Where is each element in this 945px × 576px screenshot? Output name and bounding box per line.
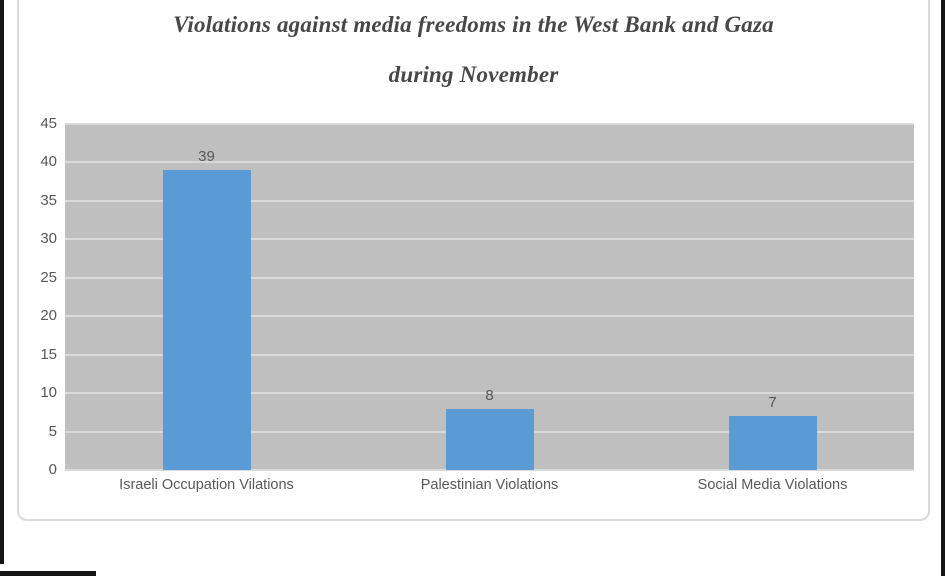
gridline-15 [65,353,914,356]
y-tick-label-5: 5 [48,422,57,440]
chart-title-line-1: Violations against media freedoms in the… [173,12,774,37]
gridline-30 [65,238,914,241]
y-tick-label-40: 40 [40,153,57,171]
gridline-40 [65,161,914,164]
bar-value-label-1: 8 [485,386,494,404]
plot-area: 39 8 7 [65,123,914,471]
page-edge-bottom [0,571,96,576]
bar-value-label-2: 7 [768,394,777,412]
category-label-0: Israeli Occupation Vilations [119,477,294,493]
y-tick-label-25: 25 [40,268,57,286]
chart-frame: Violations against media freedoms in the… [17,0,930,521]
bar-slot-1: 8 [348,124,631,470]
y-tick-label-45: 45 [40,115,57,132]
gridline-10 [65,392,914,395]
y-tick-label-20: 20 [40,307,57,325]
category-label-1: Palestinian Violations [420,477,559,493]
x-axis-category-labels: Israeli Occupation Vilations Palestinian … [65,476,914,494]
gridline-25 [65,276,914,279]
bar-value-label-0: 39 [198,148,215,166]
y-tick-label-30: 30 [40,230,57,248]
y-tick-label-10: 10 [40,384,57,402]
y-tick-label-0: 0 [48,461,57,478]
bar-2 [728,416,817,470]
y-tick-label-15: 15 [40,345,57,363]
bar-0 [162,170,251,470]
gridline-35 [65,199,914,202]
page-edge-right [941,0,945,576]
gridline-0 [65,469,914,471]
bars-row: 39 8 7 [65,124,914,470]
gridline-45 [65,123,914,125]
bar-slot-2: 7 [631,124,914,470]
chart-title: Violations against media freedoms in the… [19,0,928,100]
y-axis: 0 5 10 15 20 25 30 35 40 45 [19,115,57,478]
chart-title-line-2: during November [388,62,559,87]
gridline-20 [65,315,914,318]
y-tick-label-35: 35 [40,191,57,209]
bar-1 [445,408,534,470]
bar-slot-0: 39 [65,124,348,470]
page-edge-left [0,0,4,564]
category-label-2: Social Media Violations [697,477,848,493]
